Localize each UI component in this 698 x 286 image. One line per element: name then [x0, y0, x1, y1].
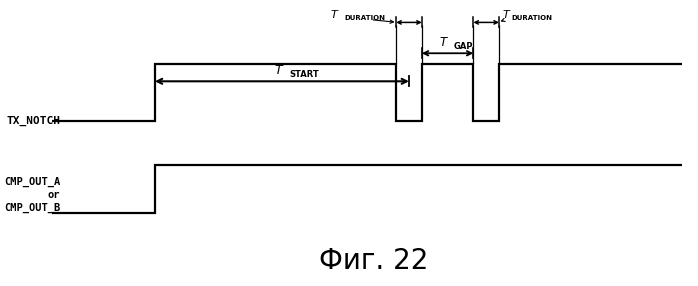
Text: TX_NOTCH: TX_NOTCH [6, 116, 60, 126]
Text: START: START [290, 70, 320, 79]
Text: DURATION: DURATION [511, 15, 552, 21]
Text: $T$: $T$ [274, 64, 284, 77]
Text: $T$: $T$ [330, 8, 340, 20]
Text: DURATION: DURATION [344, 15, 385, 21]
Text: $T$: $T$ [440, 36, 450, 49]
Text: Фиг. 22: Фиг. 22 [319, 247, 429, 275]
Text: GAP: GAP [454, 42, 473, 51]
Text: CMP_OUT_A
or
CMP_OUT_B: CMP_OUT_A or CMP_OUT_B [4, 177, 60, 212]
Text: $T$: $T$ [503, 8, 512, 20]
